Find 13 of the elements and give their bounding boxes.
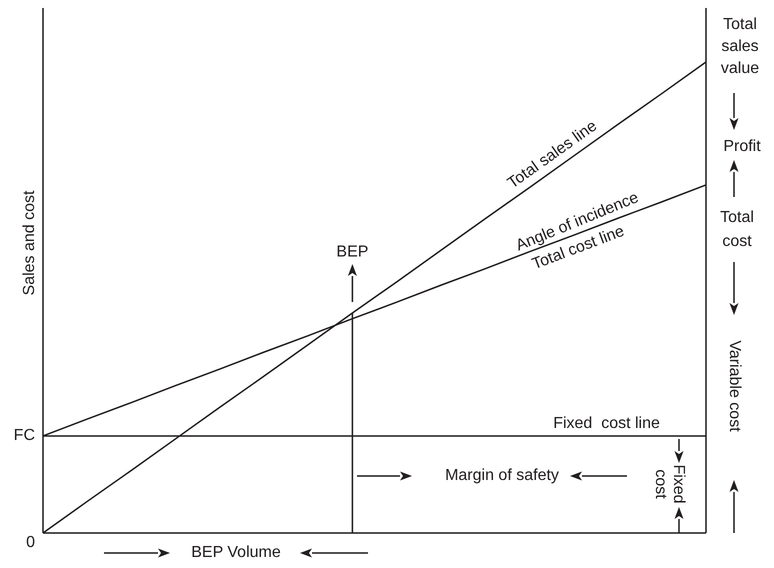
text: 0 [26, 534, 36, 552]
y-axis-title: Sales and cost [21, 190, 38, 296]
text: Total sales line [504, 117, 600, 192]
text: Profit [723, 138, 762, 156]
series-label: Fixed cost line [553, 415, 660, 432]
annotation: Margin of safety [445, 467, 559, 484]
annotation: BEP [336, 243, 368, 260]
text: FC [14, 427, 35, 444]
text: Variable cost [726, 340, 743, 432]
text: BEP Volume [191, 544, 281, 562]
text: Total cost [720, 209, 754, 250]
annotation: Fixed cost [652, 464, 687, 504]
text: Total sales value [720, 16, 760, 78]
